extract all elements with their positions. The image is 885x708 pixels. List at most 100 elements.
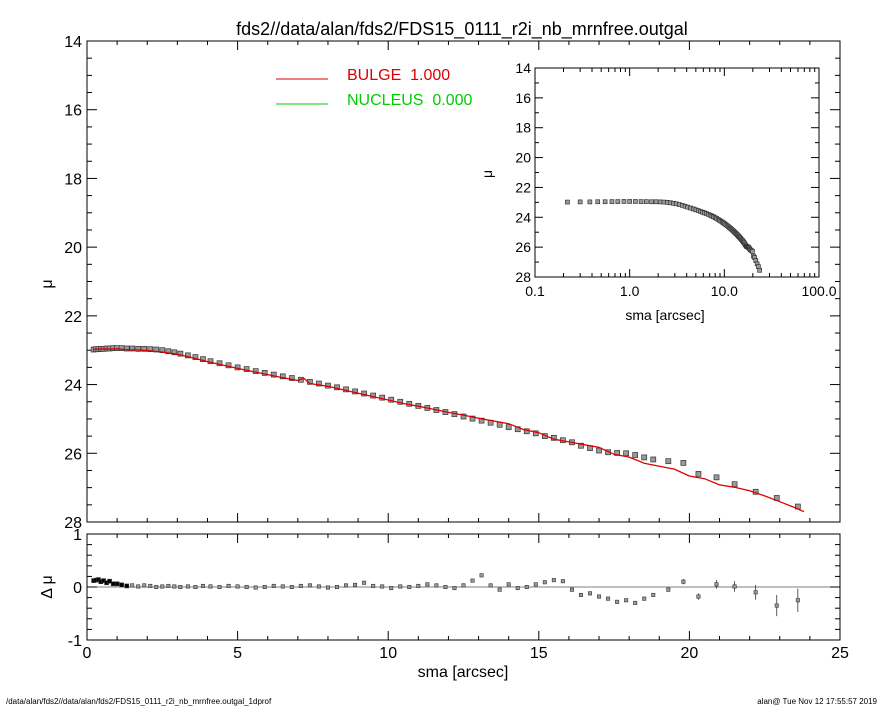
inset-plot-frame — [534, 67, 820, 278]
main-y-tick-label: 28 — [64, 515, 82, 532]
residual-data-point — [398, 584, 403, 589]
inset-data-point — [657, 199, 663, 205]
residual-data-point — [217, 584, 222, 589]
inset-y-axis-label: μ — [479, 170, 495, 178]
residual-data-point — [298, 583, 303, 588]
residual-data-point — [154, 584, 159, 589]
residual-data-point — [597, 594, 602, 599]
main-data-point — [147, 346, 154, 353]
main-data-point — [469, 415, 476, 422]
inset-y-ticks: 14 16 18 20 22 24 26 28 — [515, 60, 819, 285]
residual-x-axis-label: sma [arcsec] — [418, 664, 509, 681]
inset-y-tick-label: 16 — [515, 90, 531, 106]
residual-data-point — [371, 583, 376, 588]
residual-data-point — [753, 590, 758, 595]
inset-y-tick-label: 14 — [515, 60, 531, 76]
residual-data-point — [271, 583, 276, 588]
bulge-model-line — [93, 348, 805, 513]
residual-data-point — [334, 584, 339, 589]
residual-data-point — [651, 592, 656, 597]
inset-y-tick-label: 26 — [515, 239, 531, 255]
inset-data-point — [633, 199, 638, 204]
residual-data-point — [696, 594, 701, 599]
inset-x-tick-label: 10.0 — [711, 283, 738, 299]
residual-data-point — [185, 584, 190, 589]
residual-data-point — [624, 598, 629, 603]
residual-data-point — [774, 603, 779, 608]
residual-data-point — [344, 583, 349, 588]
residual-data-point — [633, 600, 638, 605]
residual-y-tick-label: 1 — [73, 527, 82, 544]
residual-data-point — [226, 583, 231, 588]
inset-x-tick-label: 1.0 — [620, 283, 640, 299]
main-data-point — [578, 442, 584, 449]
main-y-tick-label: 20 — [64, 240, 82, 257]
residual-x-tick-label: 5 — [233, 645, 242, 662]
main-y-ticks: 14 16 18 20 22 24 26 28 — [64, 34, 840, 532]
residual-data-point — [166, 583, 171, 588]
residual-data-point — [666, 587, 671, 592]
inset-plot-panel: 0.1 1.0 10.0 100.0 14 16 18 20 22 24 26 28 μ sma [… — [479, 60, 837, 323]
residual-data-point — [506, 582, 511, 587]
main-data-point — [532, 430, 539, 437]
residual-data-point — [515, 586, 520, 591]
main-data-point — [641, 454, 648, 461]
inset-data-point — [621, 199, 627, 204]
residual-data-point — [642, 596, 647, 601]
residual-data-point — [280, 584, 285, 589]
residual-y-tick-label: 0 — [73, 580, 82, 597]
plot-title: fds2//data/alan/fds2/FDS15_0111_r2i_nb_m… — [236, 19, 688, 40]
residual-data-point — [114, 581, 120, 587]
main-data-point — [713, 474, 720, 481]
residual-data-point — [488, 583, 493, 588]
main-data-point — [460, 413, 467, 420]
main-data-point — [270, 371, 277, 378]
main-y-tick-label: 18 — [64, 171, 82, 188]
residual-data-point — [136, 584, 141, 589]
residual-data-point — [200, 583, 205, 588]
residual-data-point — [110, 581, 116, 587]
main-y-tick-label: 24 — [64, 378, 82, 395]
residual-data-point — [119, 582, 124, 588]
residual-y-axis-label: Δ μ — [39, 575, 56, 598]
main-y-tick-label: 14 — [64, 34, 82, 51]
inset-y-tick-label: 24 — [515, 209, 531, 225]
inset-x-tick-label: 0.1 — [525, 283, 545, 299]
residual-data-point — [606, 596, 611, 601]
main-data-point — [695, 471, 702, 477]
residual-data-point — [416, 583, 421, 588]
residual-data-point — [262, 584, 267, 589]
inset-data-point — [587, 199, 593, 205]
residual-data-point — [560, 579, 565, 584]
inset-data-point — [602, 199, 608, 205]
main-data-point — [141, 345, 148, 352]
main-data-point — [632, 452, 639, 458]
residual-data-point — [470, 578, 475, 583]
residual-data-point — [160, 584, 165, 589]
inset-data-point — [615, 199, 621, 204]
inset-y-tick-label: 22 — [515, 179, 531, 195]
main-data-point — [185, 352, 191, 359]
inset-x-tick-label: 100.0 — [801, 283, 836, 299]
residual-x-tick-label: 20 — [681, 645, 699, 662]
inset-data-point — [595, 199, 601, 205]
residual-data-point — [551, 578, 556, 583]
inset-data-point — [750, 249, 755, 254]
residual-x-tick-label: 10 — [379, 645, 397, 662]
residual-data-points — [91, 573, 800, 617]
residual-data-point — [795, 598, 800, 603]
residual-data-point — [172, 584, 177, 589]
footer-file-path: /data/alan/fds2//data/alan/fds2/FDS15_01… — [6, 697, 272, 706]
residual-plot-panel: 0 5 10 15 20 25 10-1 Δ μ sma [arcsec] — [39, 527, 849, 681]
inset-data-point — [757, 267, 762, 273]
main-data-point — [623, 450, 629, 457]
main-data-point — [316, 380, 322, 387]
residual-data-point — [107, 578, 112, 584]
residual-data-point — [208, 584, 213, 589]
residual-data-point — [253, 585, 258, 590]
residual-x-tick-label: 25 — [831, 645, 849, 662]
residual-y-tick-label: -1 — [68, 633, 82, 650]
residual-data-point — [407, 584, 412, 589]
residual-data-point — [124, 583, 130, 589]
